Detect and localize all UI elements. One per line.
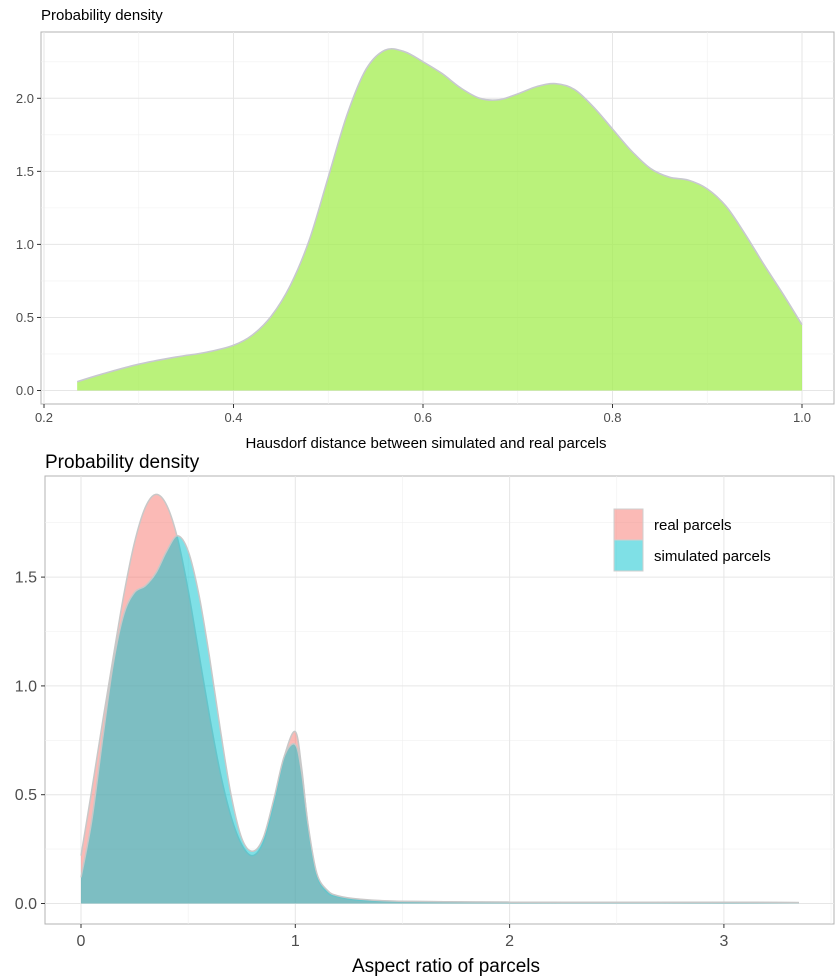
- chart-1-x-axis: 0.2 0.4 0.6 0.8 1.0: [35, 404, 811, 425]
- chart-2-y-tick-label: 1.5: [15, 570, 37, 587]
- chart-2-x-tick-label: 1: [291, 933, 300, 950]
- chart-1-density-outline: [76, 47, 803, 383]
- chart-2-x-tick-label: 3: [719, 933, 728, 950]
- chart-2-y-axis: 0.0 0.5 1.0 1.5: [15, 570, 45, 913]
- legend-label-real-parcels: real parcels: [654, 517, 732, 534]
- chart-1-y-tick-label: 1.5: [16, 164, 34, 179]
- chart-2-x-axis: 0 1 2 3: [77, 924, 728, 950]
- chart-1-x-tick-label: 0.4: [224, 410, 242, 425]
- chart-2-legend: real parcels simulated parcels: [613, 508, 771, 572]
- chart-1-y-tick-label: 1.0: [16, 237, 34, 252]
- chart-2-outline-simulated-parcels: [80, 535, 799, 904]
- chart-1-y-axis: 0.0 0.5 1.0 1.5 2.0: [16, 91, 41, 398]
- chart-2-x-tick-label: 2: [505, 933, 514, 950]
- chart-hausdorff-density: Probability density 0.2 0.4 0.6 0.8 1.0 0.00…: [16, 7, 835, 452]
- chart-1-x-axis-label: Hausdorf distance between simulated and …: [245, 435, 606, 452]
- chart-2-area-layer: [80, 493, 799, 904]
- chart-1-x-tick-label: 0.2: [35, 410, 53, 425]
- chart-2-y-tick-label: 0.0: [15, 896, 37, 913]
- legend-label-simulated-parcels: simulated parcels: [654, 548, 771, 565]
- chart-1-y-tick-label: 0.5: [16, 310, 34, 325]
- chart-1-y-tick-label: 0.0: [16, 383, 34, 398]
- chart-1-title: Probability density: [41, 7, 163, 24]
- chart-1-x-tick-label: 1.0: [793, 410, 811, 425]
- chart-2-area-simulated-parcels: [81, 535, 799, 904]
- chart-2-x-axis-label: Aspect ratio of parcels: [352, 956, 540, 977]
- chart-1-x-tick-label: 0.6: [414, 410, 432, 425]
- chart-2-y-tick-label: 1.0: [15, 678, 37, 695]
- chart-2-y-tick-label: 0.5: [15, 787, 37, 804]
- chart-1-y-tick-label: 2.0: [16, 91, 34, 106]
- chart-2-title: Probability density: [45, 452, 200, 473]
- chart-2-x-tick-label: 0: [77, 933, 86, 950]
- chart-1-x-tick-label: 0.8: [603, 410, 621, 425]
- chart-1-area-layer: [76, 47, 803, 391]
- chart-aspect-ratio-density: Probability density 0 1 2 3 0.0 0.5 1.0 1.5 As…: [15, 452, 835, 977]
- legend-swatch-simulated-parcels: [613, 539, 644, 572]
- legend-swatch-real-parcels: [613, 508, 644, 541]
- chart-1-density-area: [77, 48, 802, 391]
